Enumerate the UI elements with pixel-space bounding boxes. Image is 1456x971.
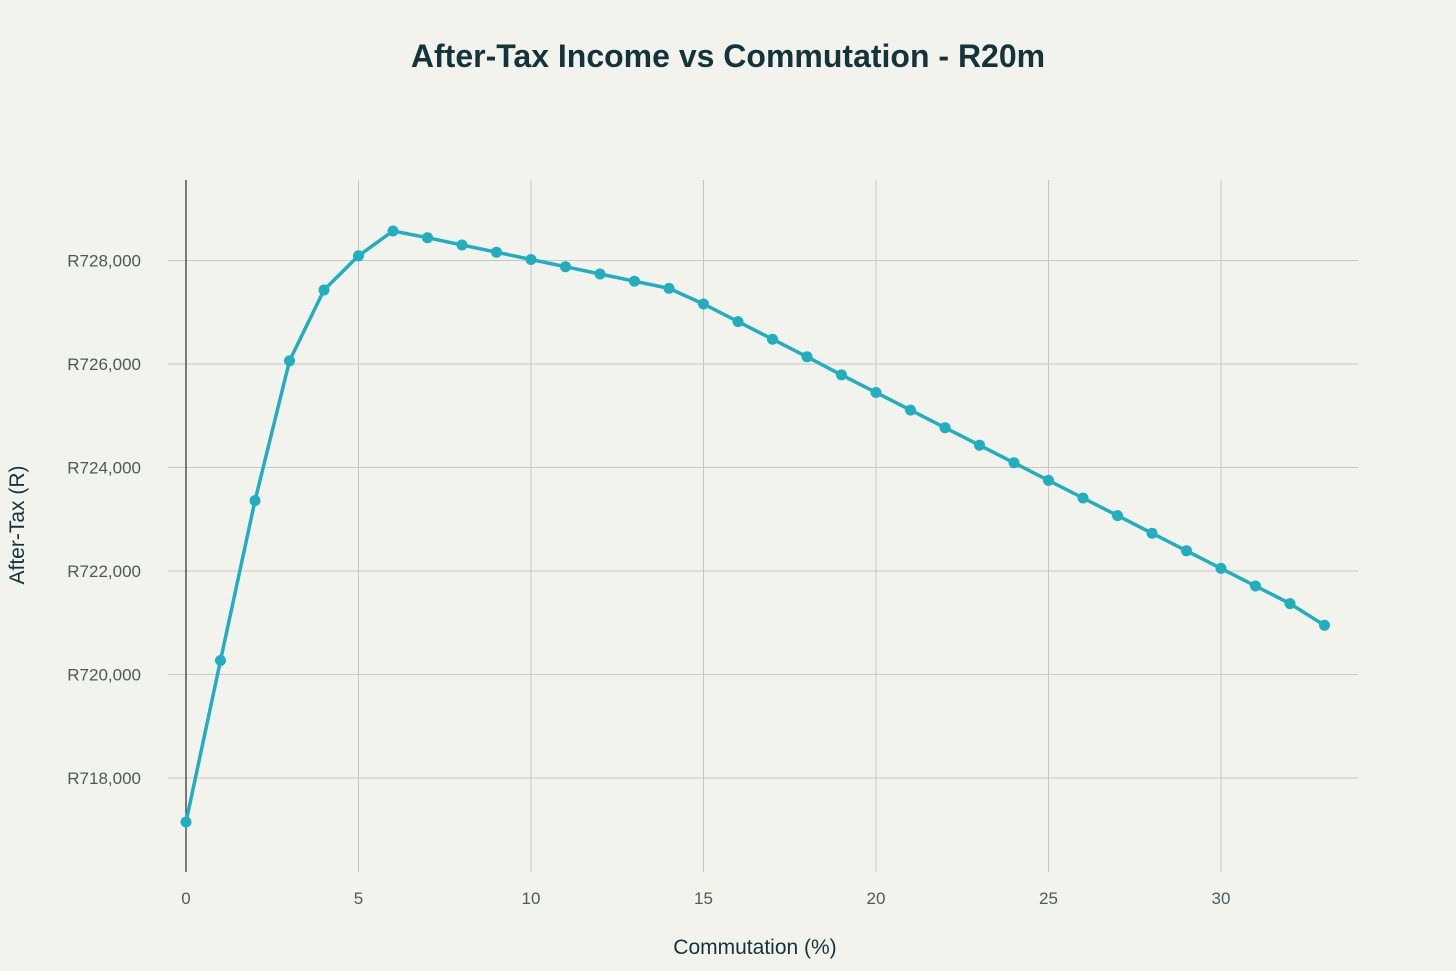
series-line bbox=[184, 229, 1327, 824]
data-point bbox=[560, 261, 571, 273]
axis-layer: 0 5 10 15 20 25 30 R718,000 R720,000 R722,000 R724… bbox=[67, 180, 1230, 908]
data-point bbox=[663, 282, 675, 294]
y-tick-label: R720,000 bbox=[67, 666, 141, 685]
y-axis-title: After-Tax (R) bbox=[6, 465, 29, 584]
series-layer bbox=[180, 225, 1330, 828]
grid-layer bbox=[168, 180, 1358, 872]
data-point bbox=[1250, 580, 1261, 592]
data-point bbox=[318, 284, 330, 296]
data-point bbox=[1319, 619, 1330, 631]
data-point bbox=[767, 333, 778, 345]
x-tick-label: 30 bbox=[1212, 889, 1231, 908]
y-tick-label: R718,000 bbox=[67, 769, 141, 788]
y-tick-label: R722,000 bbox=[67, 562, 141, 581]
data-point bbox=[1181, 545, 1192, 557]
data-point bbox=[732, 316, 744, 328]
data-point bbox=[870, 387, 882, 398]
data-point bbox=[1284, 598, 1296, 610]
x-tick-label: 25 bbox=[1039, 889, 1058, 908]
x-tick-label: 10 bbox=[522, 889, 541, 908]
y-tick-label: R724,000 bbox=[67, 459, 141, 478]
data-point bbox=[1112, 510, 1123, 522]
data-point bbox=[594, 268, 606, 280]
data-point bbox=[1077, 492, 1089, 504]
data-point bbox=[215, 655, 226, 666]
data-point bbox=[422, 232, 433, 244]
data-point bbox=[836, 369, 847, 381]
x-axis-title: Commutation (%) bbox=[673, 936, 836, 959]
data-point bbox=[353, 250, 364, 262]
data-point bbox=[491, 246, 502, 258]
data-point bbox=[974, 439, 985, 451]
y-tick-label: R728,000 bbox=[67, 252, 141, 271]
y-tick-label: R726,000 bbox=[67, 355, 141, 374]
data-point bbox=[801, 351, 813, 363]
data-point bbox=[525, 254, 537, 265]
data-point bbox=[180, 816, 192, 828]
data-point bbox=[456, 239, 468, 251]
x-tick-label: 15 bbox=[694, 889, 713, 908]
data-point bbox=[1215, 562, 1227, 574]
x-tick-label: 5 bbox=[354, 889, 363, 908]
data-point bbox=[905, 404, 916, 416]
data-point bbox=[249, 495, 261, 507]
data-point bbox=[1043, 474, 1054, 486]
x-tick-label: 0 bbox=[181, 889, 190, 908]
data-point bbox=[629, 275, 640, 287]
data-point bbox=[387, 225, 399, 237]
x-tick-label: 20 bbox=[867, 889, 886, 908]
data-point bbox=[939, 422, 951, 434]
data-point bbox=[1146, 527, 1158, 539]
data-point bbox=[1008, 457, 1020, 469]
data-point bbox=[284, 355, 295, 367]
chart-title: After-Tax Income vs Commutation - R20m bbox=[410, 38, 1046, 74]
data-point bbox=[698, 298, 709, 310]
